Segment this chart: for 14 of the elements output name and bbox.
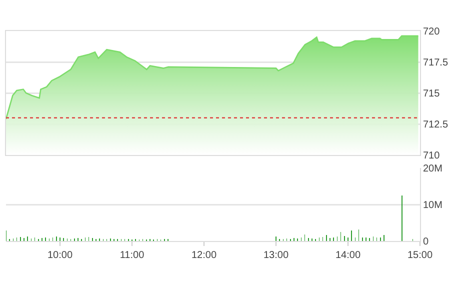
x-tick-label: 13:00 (263, 250, 289, 261)
y-tick-label: 20M (423, 164, 442, 174)
y-tick-label: 720 (423, 26, 440, 38)
x-tick-label: 15:00 (407, 250, 433, 261)
x-tick-label: 14:00 (335, 250, 361, 261)
y-tick-label: 717.5 (423, 58, 448, 68)
x-tick-label: 10:00 (47, 250, 73, 261)
y-tick-label: 712.5 (423, 120, 448, 130)
x-tick-label: 11:00 (120, 250, 145, 261)
y-tick-label: 710 (423, 150, 440, 162)
y-tick-label: 0 (423, 236, 429, 248)
y-tick-label: 715 (423, 88, 440, 100)
x-tick-label: 12:00 (191, 250, 217, 261)
y-tick-label: 10M (423, 200, 442, 211)
